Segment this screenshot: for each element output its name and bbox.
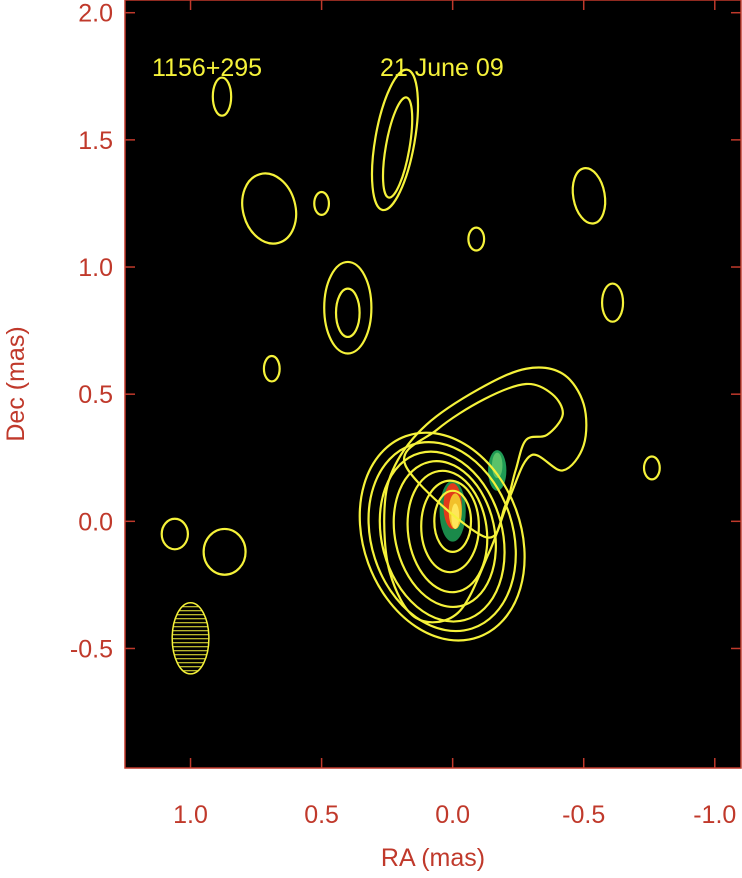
- core-contour: [420, 479, 480, 574]
- isolated-contour: [313, 190, 331, 216]
- y-axis-title: Dec (mas): [2, 326, 30, 441]
- beam-outline: [171, 601, 210, 675]
- axis-tick-labels: 1.0 0.5 0.0 -0.5 -1.0 2.0 1.5 1.0 0.5 0.0 -0.5: [70, 0, 736, 829]
- isolated-contour: [160, 517, 190, 551]
- isolated-contour: [323, 260, 373, 355]
- isolated-contour: [642, 455, 661, 481]
- y-tick-label: 0.5: [78, 381, 113, 409]
- x-tick-label: 1.0: [173, 801, 208, 829]
- core-contour: [406, 469, 489, 594]
- isolated-contour: [600, 282, 625, 323]
- isolated-contour: [241, 172, 298, 245]
- y-tick-label: 0.0: [78, 508, 113, 536]
- source-annotation: 1156+295: [152, 54, 262, 82]
- axis-ticks: [125, 0, 741, 768]
- plot-frame: [124, 0, 742, 769]
- isolated-contour: [571, 167, 607, 225]
- isolated-contour: [334, 287, 361, 339]
- isolated-contour: [262, 354, 281, 383]
- x-tick-label: 0.5: [304, 801, 339, 829]
- jet-contour: [383, 366, 588, 624]
- isolated-contour: [202, 527, 247, 576]
- contour-layer: [160, 68, 661, 642]
- x-tick-label: -0.5: [562, 801, 605, 829]
- core-contour: [433, 489, 473, 553]
- x-axis-title: RA (mas): [381, 844, 485, 872]
- x-tick-label: -1.0: [693, 801, 736, 829]
- isolated-contour: [467, 226, 486, 252]
- date-annotation: 21 June 09: [380, 54, 504, 82]
- core-contour: [358, 431, 526, 642]
- y-tick-label: 2.0: [78, 0, 113, 28]
- y-tick-label: -0.5: [70, 635, 113, 663]
- x-tick-label: 0.0: [435, 801, 470, 829]
- plot-background: [125, 0, 741, 768]
- isolated-contour: [211, 76, 233, 117]
- core-contour: [392, 460, 497, 609]
- isolated-contour: [370, 68, 420, 212]
- y-tick-label: 1.0: [78, 254, 113, 282]
- jet-contour: [402, 382, 564, 539]
- isolated-contour: [381, 96, 414, 199]
- y-tick-label: 1.5: [78, 127, 113, 155]
